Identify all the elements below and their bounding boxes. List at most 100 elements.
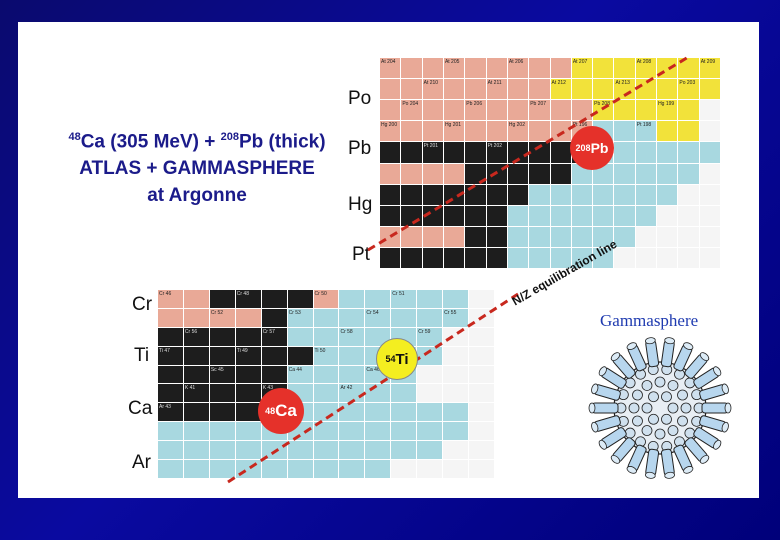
nuclide-cell	[443, 163, 465, 184]
nuclide-cell: At 204	[380, 58, 401, 79]
nuclide-cell: Cr 50	[313, 290, 339, 308]
nuclide-cell: Hg 200	[380, 121, 401, 142]
nuclide-cell	[635, 184, 657, 205]
nuclide-cell	[529, 142, 550, 163]
nuclide-cell: Cr 54	[365, 308, 391, 327]
nuclide-cell	[443, 205, 465, 226]
nuclide-cell	[614, 142, 635, 163]
nuclide-cell	[678, 226, 699, 247]
nuclide-cell	[443, 290, 469, 308]
nuclide-cell: Ti 50	[313, 346, 339, 365]
nuclide-cell	[550, 142, 571, 163]
ca48-marker: 48 Ca	[258, 388, 304, 434]
nuclide-cell	[507, 163, 529, 184]
nuclide-cell	[380, 100, 401, 121]
nuclide-cell	[235, 403, 261, 422]
nuclide-cell: Cr 51	[391, 290, 417, 308]
row-label-pt: Pt	[352, 244, 370, 265]
detector-face	[628, 402, 640, 414]
nuclide-cell	[465, 163, 486, 184]
detector-tube	[610, 352, 636, 379]
nuclide-cell	[465, 58, 486, 79]
detector-tube	[673, 342, 694, 372]
title-line-1: 48Ca (305 MeV) + 208Pb (thick)	[18, 124, 376, 155]
nuclide-cell	[443, 79, 465, 100]
nuclide-cell	[486, 184, 507, 205]
nuclide-cell	[635, 100, 657, 121]
nuclide-cell	[380, 79, 401, 100]
nuclide-cell	[593, 184, 614, 205]
nuclide-cell	[443, 226, 465, 247]
nuclide-cell	[417, 384, 443, 403]
nuclide-cell	[486, 121, 507, 142]
detector-tube	[693, 427, 722, 450]
detector-face	[677, 415, 688, 427]
nuclide-cell	[158, 441, 183, 460]
nuclide-cell	[391, 384, 417, 403]
nuclide-cell	[339, 441, 365, 460]
nuclide-cell	[417, 460, 443, 478]
detector-tube	[598, 366, 627, 389]
lower-nuclide-chart: Cr 46 Cr 48 Cr 50 Cr 51 Cr 52 Cr 53 Cr 54 Cr 55…	[158, 290, 494, 478]
nuclide-cell	[158, 365, 183, 384]
nuclide-cell	[635, 163, 657, 184]
nuclide-cell: Cr 52	[209, 308, 235, 327]
nuclide-cell: At 209	[699, 58, 720, 79]
nuclide-cell	[417, 441, 443, 460]
detector-tube	[693, 366, 722, 389]
nz-equilibration-line	[227, 54, 691, 484]
nuclide-cell	[550, 121, 571, 142]
nuclide-cell	[313, 327, 339, 346]
nuclide-cell	[183, 365, 209, 384]
nuclide-cell	[529, 226, 550, 247]
nuclide-cell	[158, 327, 183, 346]
pb208-symbol: Pb	[590, 140, 609, 156]
nuclide-cell: Pt 201	[422, 142, 443, 163]
nuclide-cell	[391, 308, 417, 327]
nuclide-cell	[287, 441, 313, 460]
nuclide-cell: At 210	[422, 79, 443, 100]
nuclide-cell	[465, 247, 486, 268]
nuclide-cell	[313, 422, 339, 441]
nuclide-cell	[443, 441, 469, 460]
detector-tube	[701, 402, 732, 414]
nuclide-cell	[614, 163, 635, 184]
nuclide-cell	[614, 121, 635, 142]
nuclide-cell	[158, 460, 183, 478]
nuclide-cell	[339, 346, 365, 365]
detector-tube	[588, 402, 619, 414]
nuclide-cell	[380, 142, 401, 163]
nuclide-cell	[339, 365, 365, 384]
nuclide-cell	[678, 58, 699, 79]
nuclide-cell	[469, 327, 494, 346]
nuclide-cell	[417, 290, 443, 308]
detector-face	[641, 402, 653, 414]
nuclide-cell	[699, 79, 720, 100]
nuclide-cell	[235, 422, 261, 441]
nuclide-cell	[529, 247, 550, 268]
nuclide-cell	[365, 422, 391, 441]
detector-tube	[626, 444, 647, 474]
nuclide-cell	[235, 365, 261, 384]
detector-face	[641, 425, 653, 436]
nuclide-cell	[313, 441, 339, 460]
nuclide-cell	[657, 184, 678, 205]
nuclide-cell	[401, 142, 422, 163]
nuclide-cell	[657, 121, 678, 142]
slide: 48Ca (305 MeV) + 208Pb (thick) ATLAS + G…	[18, 22, 759, 498]
nuclide-cell	[699, 163, 720, 184]
nuclide-cell: At 208	[635, 58, 657, 79]
nuclide-cell	[183, 403, 209, 422]
detector-tube	[660, 337, 676, 368]
nuclide-cell	[635, 142, 657, 163]
row-label-ar: Ar	[132, 452, 151, 473]
nuclide-cell	[550, 163, 571, 184]
nuclide-cell	[635, 226, 657, 247]
nuclide-cell	[678, 100, 699, 121]
detector-face	[667, 402, 679, 414]
detector-tube	[684, 437, 710, 464]
nuclide-cell	[183, 460, 209, 478]
detector-face	[648, 391, 659, 403]
nuclide-cell	[422, 163, 443, 184]
detector-tube	[591, 383, 621, 401]
